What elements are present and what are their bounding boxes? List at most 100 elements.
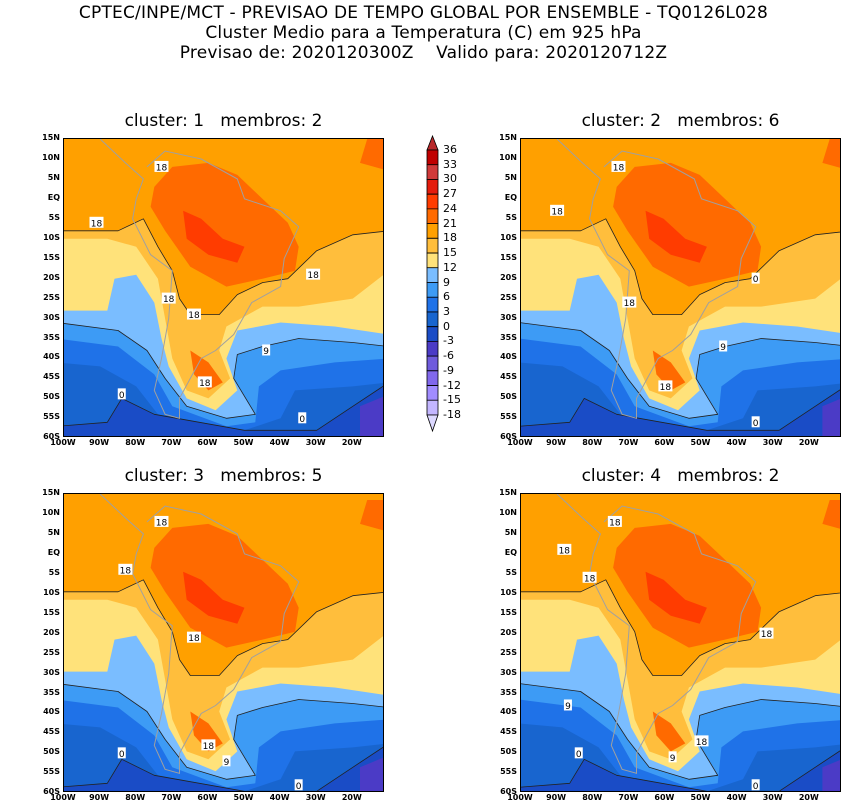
lon-tick-label: 100W	[50, 793, 76, 802]
lat-tick-label: 20S	[500, 627, 517, 637]
contour-label: 0	[117, 747, 126, 760]
colorbar-box	[426, 267, 439, 283]
shading-cm3-0	[64, 385, 383, 436]
coastline	[99, 494, 300, 774]
lat-tick-label: 35S	[500, 332, 517, 342]
svg-text:0: 0	[576, 750, 582, 760]
colorbar-label: -12	[443, 378, 461, 392]
contour-label: 18	[201, 739, 216, 752]
svg-text:18: 18	[156, 163, 168, 173]
shading-c24-27	[183, 210, 245, 263]
lon-tick-label: 80W	[582, 438, 603, 447]
lat-tick-label: 5N	[47, 527, 60, 537]
colorbar-label: 30	[443, 172, 457, 186]
svg-text:18: 18	[188, 634, 200, 644]
lon-tick-label: 40W	[269, 793, 290, 802]
lat-tick-label: 30S	[43, 312, 60, 322]
lat-tick-label: 55S	[43, 767, 60, 777]
lat-tick-label: 45S	[500, 727, 517, 737]
forecast-dates: Previsao de: 2020120300Z Valido para: 20…	[179, 43, 668, 63]
lat-tick-label: 45S	[43, 727, 60, 737]
colorbar-label: 24	[443, 201, 457, 215]
svg-text:18: 18	[188, 311, 200, 321]
lon-tick-label: 70W	[161, 438, 182, 447]
shading-cm6-m3	[822, 399, 840, 436]
svg-text:18: 18	[613, 163, 625, 173]
lat-tick-label: 10N	[42, 152, 60, 162]
svg-text:9: 9	[670, 754, 676, 764]
lat-tick-label: 5S	[505, 567, 517, 577]
contour-label: 0	[751, 272, 760, 285]
lat-tick-label: EQ	[504, 192, 517, 202]
colorbar-box	[426, 326, 439, 342]
lat-tick-label: 30S	[500, 312, 517, 322]
contour-label: 18	[118, 563, 133, 576]
svg-text:18: 18	[624, 299, 636, 309]
colorbar-box	[426, 296, 439, 313]
lat-tick-label: 15N	[42, 488, 60, 497]
lat-tick-label: 55S	[43, 412, 60, 422]
svg-text:0: 0	[119, 391, 125, 401]
colorbar-label: -18	[443, 408, 461, 421]
colorbar-bottom-arrow	[426, 414, 439, 433]
shading-c21-24	[190, 350, 223, 391]
colorbar-label: -15	[443, 393, 461, 407]
svg-text:18: 18	[203, 742, 215, 752]
lat-tick-label: 40S	[43, 707, 60, 717]
contour-label: 18	[186, 631, 201, 644]
lat-tick-label: 50S	[500, 747, 517, 757]
svg-text:0: 0	[299, 415, 305, 425]
colorbar-label: -9	[443, 363, 454, 377]
lon-tick-label: 40W	[726, 438, 747, 447]
colorbar-box	[426, 282, 439, 298]
temperature-map: 18 18 18 18 9 0 0	[63, 493, 384, 792]
colorbar-label: 18	[443, 231, 457, 245]
contour-label: 9	[222, 755, 231, 768]
lon-tick-label: 70W	[161, 793, 182, 802]
lon-tick-label: 90W	[546, 793, 567, 802]
shading-c21-24	[652, 350, 686, 391]
colorbar-box	[426, 149, 439, 166]
shading-c21-24	[613, 523, 762, 648]
lat-tick-label: 10S	[43, 587, 60, 597]
lat-tick-label: EQ	[47, 192, 60, 202]
svg-text:18: 18	[584, 574, 596, 584]
shading-c21-24	[822, 139, 840, 168]
shading-c24-27	[645, 210, 707, 263]
shading-cm3-0	[521, 389, 840, 436]
colorbar-box	[426, 223, 439, 239]
svg-text:0: 0	[753, 782, 759, 792]
lat-tick-label: 35S	[43, 332, 60, 342]
colorbar-box	[426, 208, 439, 225]
lat-tick-label: 45S	[500, 372, 517, 382]
colorbar-box	[426, 252, 439, 269]
shading-c24-27	[645, 571, 707, 624]
colorbar-box	[426, 370, 439, 386]
contour-label: 18	[658, 380, 673, 393]
colorbar-label: 15	[443, 246, 457, 260]
contour-label: 0	[117, 388, 126, 401]
lon-tick-label: 50W	[690, 438, 711, 447]
shading-cm6-m3	[360, 396, 383, 436]
contour-label: 18	[759, 627, 774, 640]
lon-tick-label: 100W	[50, 438, 76, 447]
lat-tick-label: 15S	[43, 607, 60, 617]
lat-tick-label: 15N	[499, 133, 517, 142]
panel-title: cluster: 1 membros: 2	[124, 111, 323, 131]
lat-tick-label: 40S	[500, 707, 517, 717]
lat-tick-label: 10N	[42, 507, 60, 517]
svg-text:0: 0	[753, 275, 759, 285]
lat-tick-label: 50S	[43, 392, 60, 402]
shading-c21-24	[822, 500, 840, 529]
lon-tick-label: 90W	[546, 438, 567, 447]
colorbar-box	[426, 237, 439, 254]
contour-label: 18	[197, 376, 212, 389]
shading-c21-24	[613, 162, 762, 287]
figure-subtitle: Cluster Medio para a Temperatura (C) em …	[205, 23, 642, 43]
contour-label: 18	[154, 515, 169, 528]
shading-c21-24	[652, 711, 686, 752]
contour-label: 18	[622, 296, 637, 309]
lon-tick-label: 80W	[582, 793, 603, 802]
contour-label: 0	[751, 416, 760, 429]
colorbar-box	[426, 340, 439, 357]
